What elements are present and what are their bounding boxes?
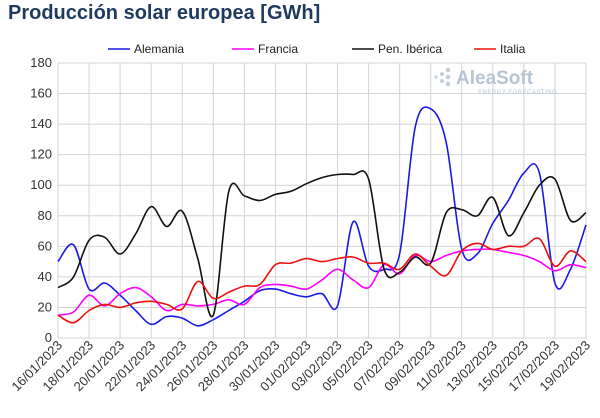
legend-label-pen-ib-rica: Pen. Ibérica (378, 42, 442, 56)
series-lines (57, 106, 587, 327)
series-line-pen-ib-rica (57, 170, 587, 318)
series-line-francia (57, 248, 587, 316)
y-tick-label: 20 (38, 299, 52, 314)
y-tick-label: 160 (30, 86, 52, 101)
logo-tagline: ENERGY FORECASTING (478, 90, 557, 96)
legend-label-alemania: Alemania (134, 42, 184, 56)
series-line-italia (57, 237, 587, 324)
y-tick-label: 60 (38, 238, 52, 253)
aleasoft-logo: AleaSoft ENERGY FORECASTING (434, 67, 557, 96)
x-tick-labels: 16/01/202318/01/202320/01/202322/01/2023… (8, 338, 593, 395)
legend-label-francia: Francia (258, 42, 298, 56)
chart-title: Producción solar europea [GWh] (8, 2, 321, 24)
logo-dots-icon (434, 67, 451, 87)
y-tick-label: 40 (38, 269, 52, 284)
legend-label-italia: Italia (500, 42, 526, 56)
y-tick-label: 0 (45, 330, 52, 345)
y-tick-label: 180 (30, 55, 52, 70)
y-tick-label: 120 (30, 147, 52, 162)
logo-name: AleaSoft (456, 68, 534, 89)
y-tick-label: 140 (30, 116, 52, 131)
legend: Alemania Francia Pen. Ibérica Italia (108, 42, 526, 56)
y-tick-labels: 0 20 40 60 80 100 120 140 160 180 (30, 55, 52, 345)
y-tick-label: 80 (38, 208, 52, 223)
grid-lines (57, 62, 587, 339)
series-line-alemania (57, 106, 587, 327)
y-tick-label: 100 (30, 177, 52, 192)
